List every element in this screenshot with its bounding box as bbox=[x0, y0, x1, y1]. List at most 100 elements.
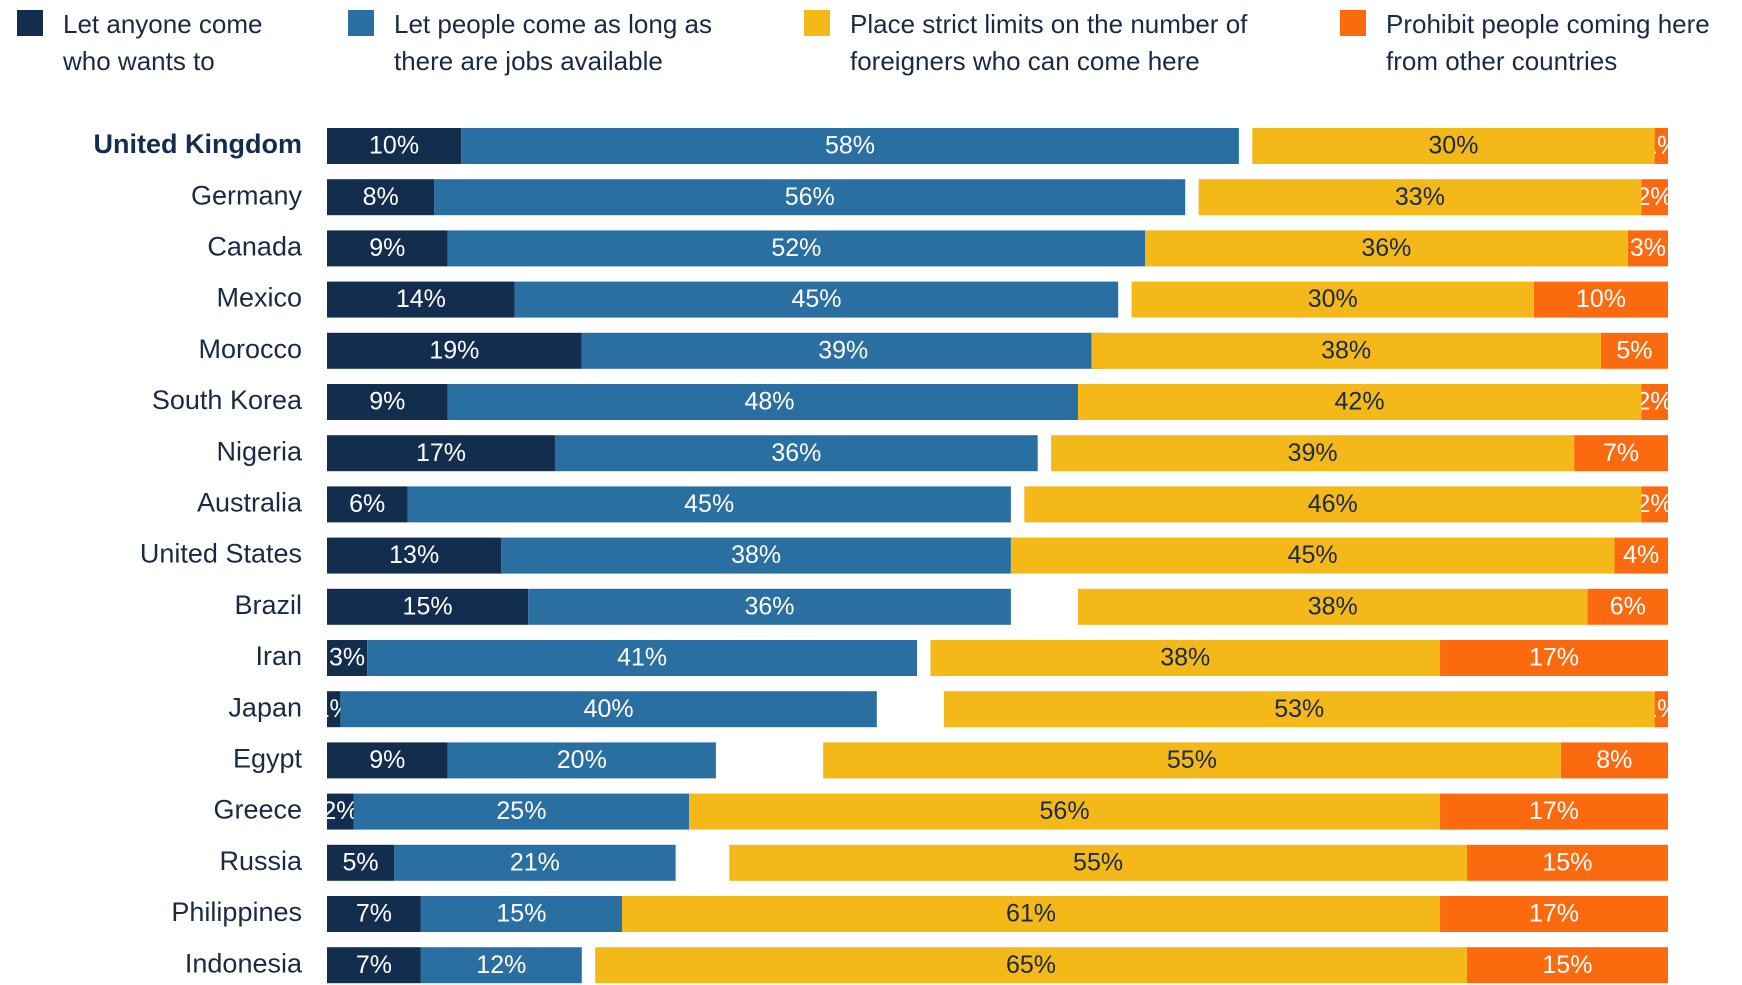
bar-segment bbox=[689, 793, 1441, 830]
bar-segment bbox=[327, 640, 368, 676]
bar-segment bbox=[1574, 435, 1668, 472]
bar-segment bbox=[1091, 332, 1601, 369]
bar-segment bbox=[447, 742, 716, 779]
bar-segment bbox=[327, 486, 408, 523]
bar-segment bbox=[434, 179, 1186, 216]
value-label: 17% bbox=[416, 439, 466, 467]
value-label: 2% bbox=[322, 797, 358, 825]
category-label: Indonesia bbox=[185, 948, 303, 978]
bar-segment bbox=[1440, 793, 1668, 830]
bar-segment bbox=[327, 384, 448, 420]
legend-label: Prohibit people coming here from other c… bbox=[1386, 9, 1710, 76]
legend-label: Let people come as long as there are job… bbox=[394, 9, 712, 76]
value-label: 9% bbox=[369, 388, 405, 416]
bar-segment bbox=[327, 537, 502, 574]
value-label: 38% bbox=[1321, 336, 1371, 364]
category-label: Egypt bbox=[233, 744, 303, 774]
value-label: 65% bbox=[1006, 951, 1056, 979]
bar-segment bbox=[327, 332, 582, 369]
category-label: Japan bbox=[228, 692, 302, 722]
value-label: 36% bbox=[1361, 234, 1411, 262]
value-label: 20% bbox=[557, 746, 607, 774]
bar-segment bbox=[823, 742, 1561, 779]
bar-segment bbox=[327, 128, 462, 164]
bar-segment bbox=[1654, 691, 1668, 728]
category-label: Germany bbox=[191, 180, 303, 210]
value-label: 2% bbox=[1637, 490, 1673, 518]
bar-segment bbox=[327, 742, 448, 779]
legend-item: Let people come as long as there are job… bbox=[348, 6, 754, 80]
bar-segment bbox=[1010, 537, 1615, 574]
bar-segment bbox=[1131, 281, 1534, 318]
bar-segment bbox=[340, 691, 877, 728]
value-label: 39% bbox=[818, 336, 868, 364]
category-label: Philippines bbox=[171, 897, 302, 927]
bar-segment bbox=[1600, 332, 1668, 369]
value-label: 39% bbox=[1288, 439, 1338, 467]
legend-item: Place strict limits on the number of for… bbox=[804, 6, 1300, 80]
bar-segment bbox=[327, 230, 448, 267]
bar-segment bbox=[528, 588, 1011, 625]
bar-segment bbox=[1440, 896, 1668, 932]
bar-segment bbox=[1466, 844, 1668, 881]
value-label: 7% bbox=[356, 900, 392, 928]
value-label: 52% bbox=[771, 234, 821, 262]
value-label: 5% bbox=[1616, 336, 1652, 364]
bar-segment bbox=[1440, 640, 1668, 676]
bar-segment bbox=[447, 384, 1092, 420]
value-label: 4% bbox=[1623, 541, 1659, 569]
value-label: 6% bbox=[349, 490, 385, 518]
bar-segment bbox=[420, 947, 582, 984]
value-label: 10% bbox=[1576, 285, 1626, 313]
value-label: 15% bbox=[1542, 951, 1592, 979]
legend-swatch bbox=[348, 10, 374, 36]
value-label: 2% bbox=[1637, 388, 1673, 416]
category-label: Australia bbox=[197, 488, 303, 518]
category-label: Morocco bbox=[198, 334, 302, 364]
legend-item: Let anyone come who wants to bbox=[17, 6, 303, 80]
bar-segment bbox=[595, 947, 1467, 984]
bar-segment bbox=[367, 640, 918, 676]
value-label: 40% bbox=[584, 695, 634, 723]
value-label: 38% bbox=[1160, 644, 1210, 672]
legend-swatch bbox=[17, 10, 43, 36]
bar-segment bbox=[1641, 179, 1668, 216]
legend-swatch bbox=[804, 10, 830, 36]
value-label: 21% bbox=[510, 848, 560, 876]
category-label: United Kingdom bbox=[94, 129, 302, 159]
bar-segment bbox=[1627, 230, 1668, 267]
value-label: 56% bbox=[785, 183, 835, 211]
value-label: 5% bbox=[342, 848, 378, 876]
value-label: 17% bbox=[1529, 900, 1579, 928]
bar-segment bbox=[1587, 588, 1668, 625]
value-label: 30% bbox=[1308, 285, 1358, 313]
bar-segment bbox=[1641, 384, 1668, 420]
value-label: 14% bbox=[396, 285, 446, 313]
legend-item: Prohibit people coming here from other c… bbox=[1340, 6, 1726, 80]
value-label: 55% bbox=[1073, 848, 1123, 876]
category-label: Canada bbox=[207, 232, 303, 262]
bar-segment bbox=[327, 793, 354, 830]
bar-segment bbox=[327, 947, 421, 984]
value-label: 17% bbox=[1529, 644, 1579, 672]
bar-segment bbox=[1051, 435, 1575, 472]
value-label: 42% bbox=[1335, 388, 1385, 416]
legend-swatch bbox=[1340, 10, 1366, 36]
category-label: South Korea bbox=[152, 385, 303, 415]
bar-segment bbox=[461, 128, 1239, 164]
bar-segment bbox=[930, 640, 1441, 676]
bar-segment bbox=[1641, 486, 1668, 523]
category-label: Brazil bbox=[234, 590, 302, 620]
value-label: 3% bbox=[1630, 234, 1666, 262]
value-label: 58% bbox=[825, 132, 875, 160]
bar-segment bbox=[447, 230, 1146, 267]
value-label: 7% bbox=[1603, 439, 1639, 467]
bar-segment bbox=[554, 435, 1038, 472]
value-label: 36% bbox=[771, 439, 821, 467]
value-label: 55% bbox=[1167, 746, 1217, 774]
bar-segment bbox=[1654, 128, 1668, 164]
value-label: 38% bbox=[731, 541, 781, 569]
bar-segment bbox=[394, 844, 676, 881]
